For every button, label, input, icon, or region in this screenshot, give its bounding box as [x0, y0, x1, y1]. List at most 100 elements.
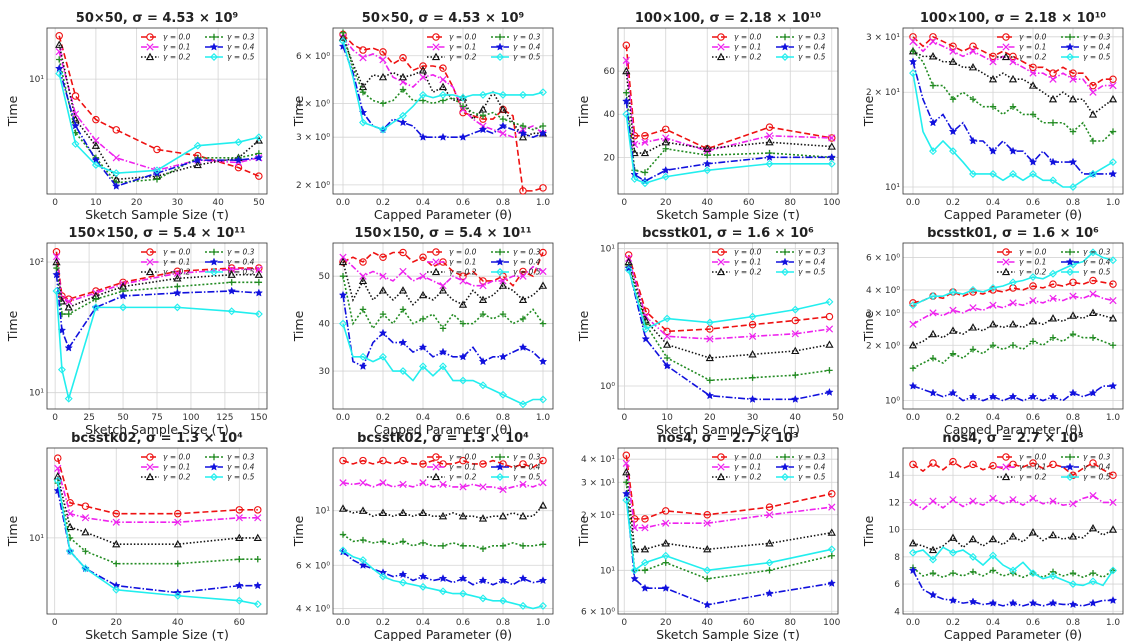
data-point — [71, 139, 80, 148]
plot-frame — [617, 447, 839, 615]
data-point — [52, 247, 61, 256]
legend-marker — [781, 248, 789, 256]
x-tick-label: 60 — [743, 618, 755, 628]
data-point — [439, 542, 447, 549]
data-point — [989, 494, 997, 502]
data-point — [1048, 157, 1058, 166]
data-point — [419, 460, 427, 468]
legend-label: γ = 0.5 — [513, 473, 541, 482]
data-point — [663, 327, 671, 336]
data-point — [338, 257, 348, 266]
x-tick-label: 20 — [131, 198, 143, 208]
chart-title: 50×50, σ = 4.53 × 10⁹ — [76, 11, 239, 26]
legend-marker — [210, 248, 218, 256]
data-point — [379, 48, 387, 56]
data-point — [253, 600, 262, 609]
data-point — [929, 569, 937, 577]
data-point — [827, 159, 836, 168]
data-point — [82, 548, 89, 555]
x-axis-label: Sketch Sample Size (τ) — [85, 422, 229, 437]
data-point — [630, 174, 639, 183]
data-point — [71, 110, 80, 118]
data-point — [1089, 88, 1097, 96]
legend-label: γ = 0.4 — [513, 463, 541, 472]
series-0.4 — [338, 547, 548, 586]
data-point — [765, 152, 774, 161]
data-point — [949, 457, 957, 466]
data-point — [1049, 460, 1057, 469]
data-point — [379, 125, 387, 134]
data-point — [825, 387, 834, 396]
y-tick-label: 10¹ — [885, 183, 900, 193]
data-point — [969, 497, 977, 505]
data-point — [989, 567, 997, 574]
series-line — [912, 50, 1114, 142]
series-0.1 — [909, 290, 1117, 328]
data-point — [828, 489, 836, 498]
series-0.3 — [909, 48, 1117, 145]
y-tick-label: 50 — [319, 272, 331, 282]
x-tick-label: 0 — [621, 198, 627, 208]
series-line — [342, 323, 543, 406]
data-point — [359, 46, 367, 54]
data-point — [1008, 532, 1018, 540]
legend: γ = 0.0γ = 0.1γ = 0.2 γ = 0.3γ = 0.4γ = 0… — [997, 33, 1111, 62]
x-axis-label: Sketch Sample Size (τ) — [656, 627, 800, 641]
legend-label: γ = 0.0 — [163, 248, 191, 257]
data-point — [1028, 598, 1038, 607]
legend-marker — [1002, 463, 1010, 471]
series-line — [55, 261, 259, 309]
data-point — [419, 90, 427, 99]
data-point — [1068, 600, 1078, 609]
data-point — [379, 352, 387, 361]
data-point — [1088, 598, 1098, 607]
legend-marker — [495, 257, 505, 266]
legend: γ = 0.0γ = 0.1γ = 0.2 γ = 0.3γ = 0.4γ = 0… — [997, 248, 1111, 277]
data-point — [518, 132, 528, 141]
data-point — [622, 41, 631, 49]
data-point — [641, 567, 649, 574]
data-point — [969, 47, 977, 55]
data-point — [908, 340, 918, 349]
series-line — [912, 385, 1113, 402]
data-point — [622, 96, 631, 105]
data-point — [749, 374, 756, 381]
data-point — [358, 276, 368, 285]
legend-label: γ = 0.2 — [1019, 473, 1047, 482]
data-point — [826, 367, 833, 374]
x-axis-label: Capped Parameter (θ) — [374, 627, 512, 641]
y-axis-label: Time — [291, 310, 306, 342]
series-0.5 — [624, 265, 834, 333]
data-point — [630, 132, 639, 140]
chart-title: bcsstk02, σ = 1.3 × 10⁴ — [71, 431, 243, 446]
data-point — [1009, 169, 1017, 178]
data-point — [153, 145, 161, 154]
series-0.1 — [909, 37, 1117, 96]
data-point — [112, 181, 121, 190]
data-point — [1029, 273, 1037, 282]
data-point — [52, 270, 61, 279]
data-point — [499, 310, 507, 318]
y-tick-label: 40 — [319, 320, 331, 330]
data-point — [65, 522, 75, 531]
series-line — [342, 261, 544, 306]
data-point — [663, 314, 672, 323]
data-point — [765, 123, 774, 131]
data-point — [92, 295, 100, 303]
legend-label: γ = 0.3 — [1083, 453, 1111, 462]
series-0.2 — [622, 467, 836, 553]
data-point — [748, 332, 757, 340]
data-point — [662, 559, 669, 566]
data-point — [519, 272, 527, 280]
series-0.5 — [52, 287, 263, 403]
data-point — [908, 57, 918, 66]
data-point — [1109, 128, 1117, 135]
x-tick-label: 0.8 — [1066, 413, 1081, 423]
x-tick-label: 20 — [660, 618, 672, 628]
data-point — [378, 72, 388, 81]
legend-label: γ = 0.5 — [227, 268, 255, 277]
series-line — [912, 333, 1114, 369]
x-tick-label: 0.4 — [416, 618, 431, 628]
data-point — [928, 52, 938, 60]
data-point — [1068, 94, 1078, 103]
